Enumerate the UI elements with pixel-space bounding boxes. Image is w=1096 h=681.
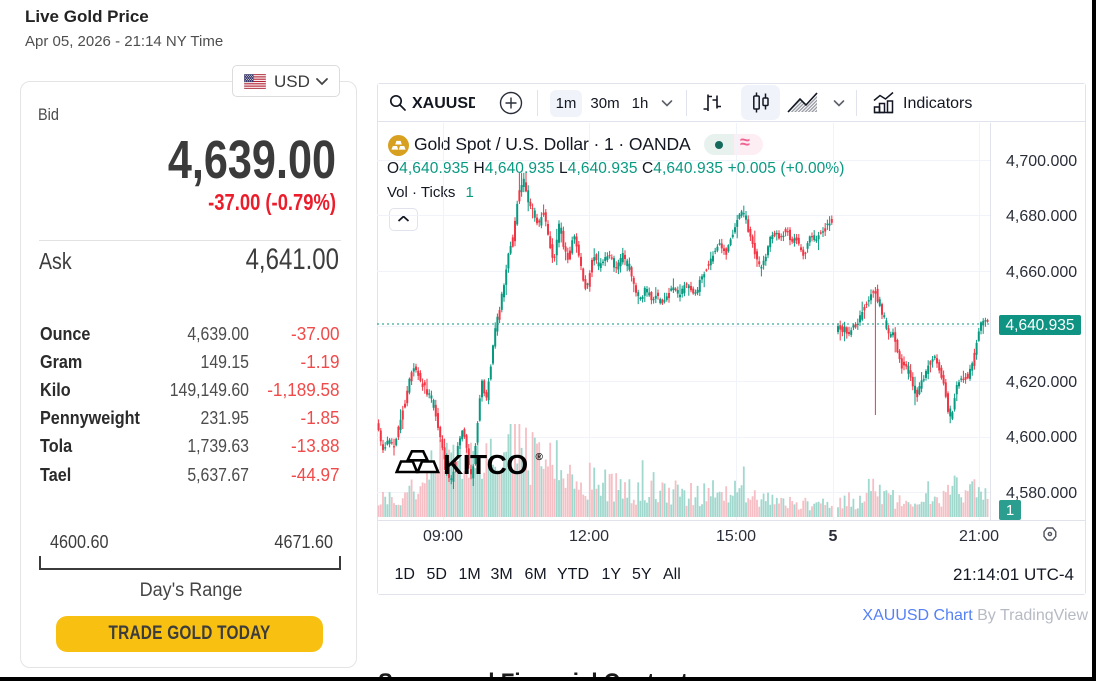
svg-text:4,620.000: 4,620.000 bbox=[1006, 374, 1077, 391]
svg-text:4,600.000: 4,600.000 bbox=[1006, 429, 1077, 446]
svg-text:4,680.000: 4,680.000 bbox=[1006, 208, 1077, 225]
svg-text:4,580.000: 4,580.000 bbox=[1006, 485, 1077, 502]
svg-text:4,640.935: 4,640.935 bbox=[1006, 317, 1075, 334]
svg-text:09:00: 09:00 bbox=[423, 528, 463, 545]
svg-text:1: 1 bbox=[1006, 502, 1014, 519]
svg-text:4,700.000: 4,700.000 bbox=[1006, 153, 1077, 170]
svg-text:®: ® bbox=[536, 452, 544, 463]
svg-text:12:00: 12:00 bbox=[569, 528, 609, 545]
svg-text:5: 5 bbox=[829, 528, 838, 545]
svg-text:4,660.000: 4,660.000 bbox=[1006, 264, 1077, 281]
svg-text:KITCO: KITCO bbox=[443, 449, 528, 480]
svg-text:15:00: 15:00 bbox=[716, 528, 756, 545]
svg-text:21:00: 21:00 bbox=[959, 528, 999, 545]
